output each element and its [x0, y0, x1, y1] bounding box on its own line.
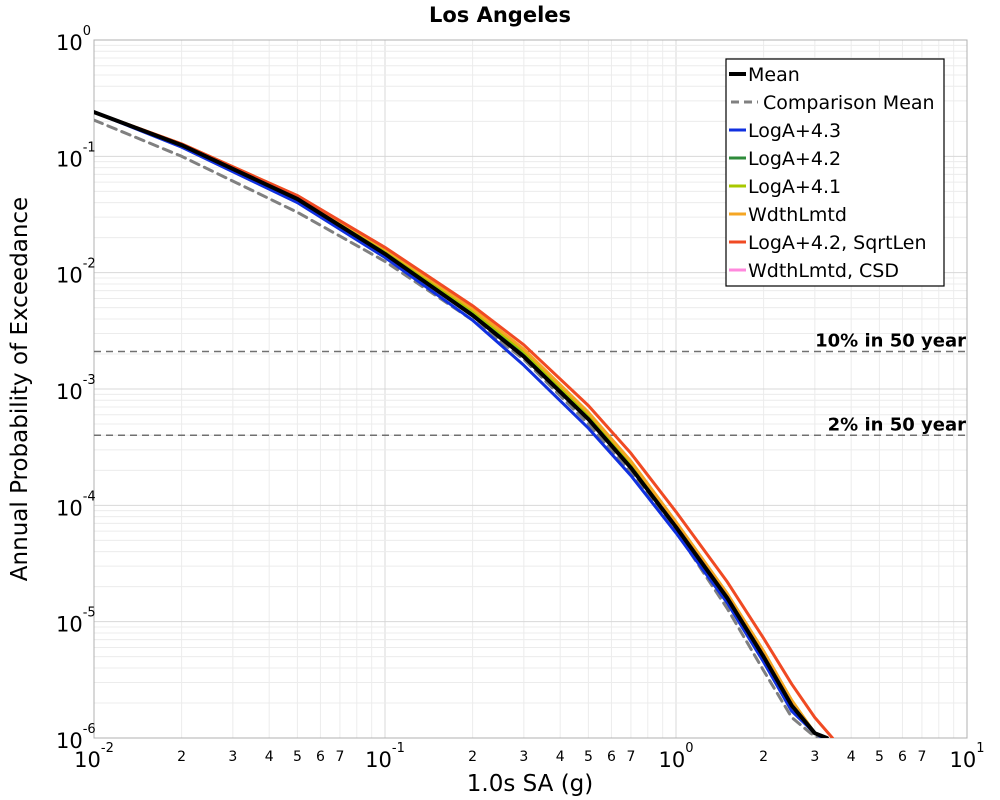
legend-label: LogA+4.2: [748, 148, 841, 170]
x-tick-label: 10-1: [365, 741, 405, 772]
x-minor-tick-label: 4: [847, 749, 856, 765]
x-minor-tick-label: 7: [626, 749, 635, 765]
x-minor-tick-label: 5: [293, 749, 302, 765]
series-lines: [94, 110, 834, 738]
x-tick-label: 100: [658, 741, 693, 772]
legend-label: Comparison Mean: [763, 92, 935, 114]
plot-frame: [93, 39, 968, 739]
x-minor-tick-label: 5: [875, 749, 884, 765]
legend-label: LogA+4.2, SqrtLen: [748, 232, 927, 254]
x-minor-tick-label: 2: [759, 749, 768, 765]
y-tick-label: 10-2: [56, 257, 96, 288]
y-tick-label: 10-3: [56, 373, 96, 404]
legend-label: WdthLmtd: [748, 204, 847, 226]
series-line-wdthlmtd: [94, 110, 829, 738]
x-minor-tick-label: 6: [607, 749, 616, 765]
series-line-mean: [94, 110, 829, 738]
legend: Mean Comparison Mean LogA+4.3 LogA+4.2 LogA+…: [725, 58, 945, 287]
y-axis-label: Annual Probability of Exceedance: [7, 197, 33, 581]
x-minor-tick-label: 7: [335, 749, 344, 765]
y-tick-label: 10-4: [56, 489, 96, 520]
x-minor-tick-label: 6: [316, 749, 325, 765]
x-minor-tick-label: 4: [265, 749, 274, 765]
x-axis-label: 1.0s SA (g): [467, 771, 594, 797]
series-line-wdthlmtd-csd: [94, 110, 829, 738]
x-tick-label: 10-2: [74, 741, 114, 772]
reference-line-label: 2% in 50 year: [828, 414, 966, 435]
x-minor-tick-label: 3: [810, 749, 819, 765]
series-line-comparison-mean: [94, 118, 821, 738]
x-minor-tick-label: 6: [898, 749, 907, 765]
legend-label: WdthLmtd, CSD: [748, 260, 899, 282]
legend-label: LogA+4.1: [748, 176, 841, 198]
y-tick-label: 10-1: [56, 140, 96, 171]
chart-title: Los Angeles: [429, 3, 571, 27]
x-minor-tick-label: 5: [584, 749, 593, 765]
x-minor-tick-label: 3: [228, 749, 237, 765]
series-line-loga-4-3: [94, 110, 825, 738]
legend-label: LogA+4.3: [748, 120, 841, 142]
x-minor-tick-label: 2: [468, 749, 477, 765]
reference-lines: 10% in 50 year 2% in 50 year: [94, 331, 967, 437]
legend-box: [725, 58, 945, 287]
series-line-loga-4-2: [94, 110, 829, 738]
y-tick-label: 10-6: [56, 722, 96, 753]
x-minor-tick-label: 7: [917, 749, 926, 765]
reference-line-label: 10% in 50 year: [815, 331, 966, 352]
x-tick-label: 101: [949, 741, 984, 772]
legend-label: Mean: [748, 64, 800, 86]
series-line-loga-4-1: [94, 110, 829, 738]
x-minor-tick-label: 2: [177, 749, 186, 765]
y-tick-label: 10-5: [56, 606, 96, 637]
series-line-loga-4-2-sqrtlen: [94, 110, 834, 738]
x-minor-tick-label: 3: [519, 749, 528, 765]
y-tick-label: 100: [56, 24, 91, 55]
x-minor-tick-label: 4: [556, 749, 565, 765]
